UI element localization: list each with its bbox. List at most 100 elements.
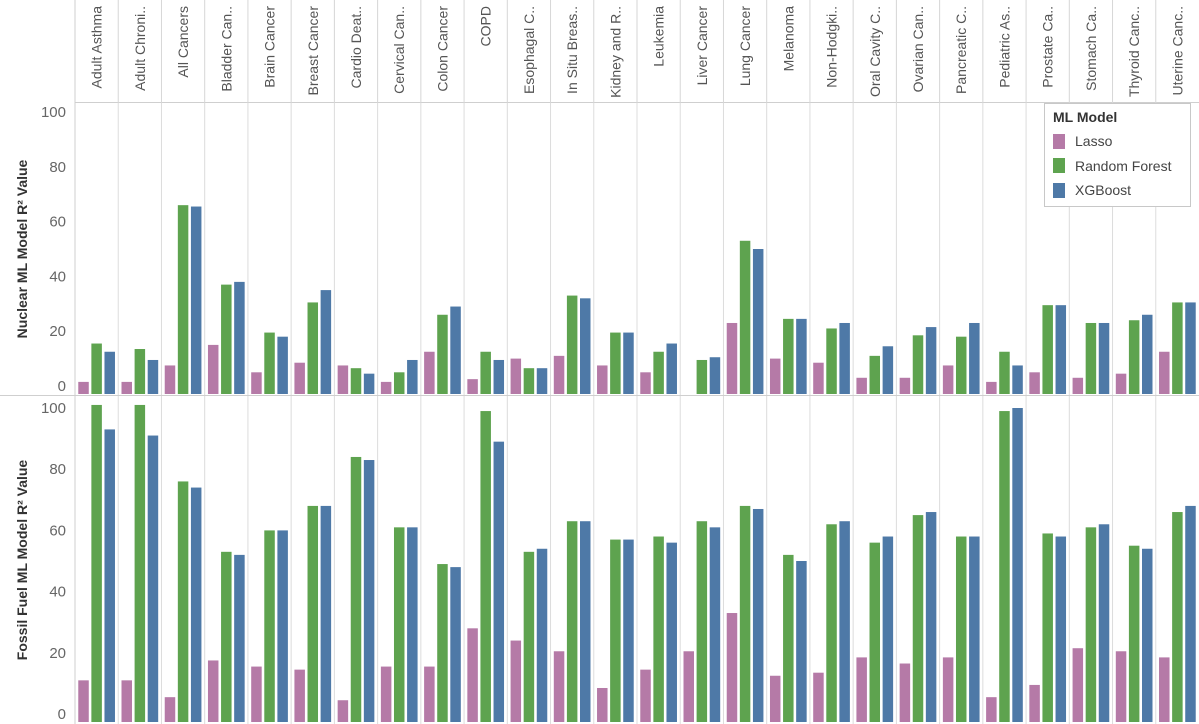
bar-random-forest-cardio-deat[interactable] (350, 456, 362, 722)
bar-random-forest-adult-chroni[interactable] (134, 404, 146, 722)
legend-item-xgboost[interactable]: XGBoost (1053, 178, 1190, 203)
bar-random-forest-pancreatic-c[interactable] (955, 336, 967, 394)
bar-xgboost-kidney-and-r[interactable] (623, 539, 634, 722)
bar-random-forest-pediatric-as[interactable] (999, 351, 1010, 394)
bar-lasso-bladder-can[interactable] (207, 344, 219, 394)
bar-random-forest-in-situ-breas[interactable] (566, 521, 578, 722)
bar-xgboost-kidney-and-r[interactable] (623, 332, 634, 394)
bar-xgboost-liver-cancer[interactable] (709, 357, 721, 394)
bar-xgboost-brain-cancer[interactable] (277, 530, 288, 722)
bar-lasso-brain-cancer[interactable] (251, 666, 262, 722)
bar-random-forest-thyroid-canc[interactable] (1128, 545, 1140, 722)
bar-random-forest-pediatric-as[interactable] (999, 411, 1010, 722)
bar-random-forest-adult-asthma[interactable] (91, 404, 102, 722)
bar-lasso-thyroid-canc[interactable] (1115, 373, 1127, 394)
bar-xgboost-stomach-ca[interactable] (1098, 524, 1110, 722)
bar-xgboost-bladder-can[interactable] (234, 554, 245, 722)
bar-random-forest-bladder-can[interactable] (221, 284, 232, 394)
legend-item-lasso[interactable]: Lasso (1053, 129, 1190, 154)
bar-random-forest-prostate-ca[interactable] (1042, 305, 1053, 394)
bar-random-forest-non-hodgki[interactable] (826, 328, 837, 394)
bar-random-forest-thyroid-canc[interactable] (1128, 320, 1140, 394)
bar-random-forest-cervical-can[interactable] (393, 527, 405, 722)
bar-random-forest-liver-cancer[interactable] (696, 359, 708, 394)
bar-lasso-uterine-canc[interactable] (1159, 351, 1170, 394)
legend-item-random-forest[interactable]: Random Forest (1053, 154, 1190, 179)
bar-random-forest-oral-cavity-c[interactable] (869, 542, 881, 722)
bar-random-forest-lung-cancer[interactable] (739, 505, 751, 722)
bar-xgboost-uterine-canc[interactable] (1185, 302, 1196, 394)
bar-xgboost-adult-asthma[interactable] (104, 351, 115, 394)
bar-xgboost-breast-cancer[interactable] (320, 505, 332, 722)
bar-lasso-in-situ-breas[interactable] (553, 355, 565, 394)
bar-random-forest-pancreatic-c[interactable] (955, 536, 967, 722)
bar-lasso-copd[interactable] (467, 379, 478, 394)
bar-lasso-breast-cancer[interactable] (294, 362, 305, 394)
bar-xgboost-esophagal-c[interactable] (536, 548, 548, 722)
bar-lasso-leukemia[interactable] (640, 669, 651, 722)
bar-lasso-prostate-ca[interactable] (1029, 684, 1040, 722)
bar-lasso-copd[interactable] (467, 628, 478, 722)
bar-lasso-thyroid-canc[interactable] (1115, 651, 1127, 722)
bar-xgboost-in-situ-breas[interactable] (580, 521, 591, 722)
bar-xgboost-cervical-can[interactable] (407, 359, 418, 394)
bar-xgboost-copd[interactable] (493, 441, 505, 722)
bar-xgboost-all-cancers[interactable] (190, 206, 202, 394)
bar-xgboost-pancreatic-c[interactable] (969, 322, 980, 394)
bar-xgboost-bladder-can[interactable] (234, 281, 245, 394)
bar-random-forest-leukemia[interactable] (653, 536, 664, 722)
bar-xgboost-pancreatic-c[interactable] (969, 536, 980, 722)
bar-xgboost-melanoma[interactable] (796, 318, 807, 394)
bar-lasso-stomach-ca[interactable] (1072, 377, 1084, 394)
bar-random-forest-melanoma[interactable] (783, 318, 794, 394)
bar-lasso-all-cancers[interactable] (164, 697, 176, 722)
bar-lasso-stomach-ca[interactable] (1072, 648, 1084, 722)
bar-random-forest-brain-cancer[interactable] (264, 530, 275, 722)
bar-xgboost-copd[interactable] (493, 359, 505, 394)
bar-xgboost-adult-chroni[interactable] (147, 359, 159, 394)
bar-xgboost-prostate-ca[interactable] (1055, 305, 1067, 394)
bar-lasso-adult-chroni[interactable] (121, 381, 133, 394)
bar-random-forest-in-situ-breas[interactable] (566, 295, 578, 394)
bar-lasso-adult-asthma[interactable] (78, 680, 89, 722)
bar-xgboost-uterine-canc[interactable] (1185, 505, 1196, 722)
bar-xgboost-esophagal-c[interactable] (536, 368, 548, 394)
bar-lasso-liver-cancer[interactable] (683, 651, 695, 722)
bar-xgboost-in-situ-breas[interactable] (580, 298, 591, 394)
bar-random-forest-oral-cavity-c[interactable] (869, 355, 881, 394)
bar-random-forest-breast-cancer[interactable] (307, 302, 319, 394)
bar-lasso-oral-cavity-c[interactable] (856, 377, 867, 394)
bar-xgboost-pediatric-as[interactable] (1012, 408, 1023, 722)
bar-lasso-in-situ-breas[interactable] (553, 651, 565, 722)
bar-lasso-esophagal-c[interactable] (510, 358, 522, 394)
bar-lasso-brain-cancer[interactable] (251, 372, 262, 394)
bar-lasso-oral-cavity-c[interactable] (856, 657, 867, 722)
bar-xgboost-colon-cancer[interactable] (450, 306, 461, 394)
bar-random-forest-kidney-and-r[interactable] (610, 332, 621, 394)
bar-xgboost-lung-cancer[interactable] (752, 508, 764, 722)
bar-lasso-lung-cancer[interactable] (726, 322, 738, 394)
bar-random-forest-copd[interactable] (480, 351, 491, 394)
bar-random-forest-uterine-canc[interactable] (1172, 512, 1183, 722)
bar-random-forest-ovarian-can[interactable] (912, 335, 924, 394)
bar-random-forest-stomach-ca[interactable] (1085, 527, 1097, 722)
bar-random-forest-colon-cancer[interactable] (437, 564, 448, 722)
bar-xgboost-stomach-ca[interactable] (1098, 322, 1110, 394)
bar-random-forest-adult-chroni[interactable] (134, 349, 146, 394)
bar-random-forest-esophagal-c[interactable] (523, 368, 535, 394)
bar-lasso-pancreatic-c[interactable] (942, 657, 954, 722)
bar-lasso-uterine-canc[interactable] (1159, 657, 1170, 722)
bar-random-forest-copd[interactable] (480, 411, 491, 722)
bar-xgboost-leukemia[interactable] (666, 343, 677, 394)
bar-lasso-melanoma[interactable] (769, 675, 781, 722)
bar-xgboost-colon-cancer[interactable] (450, 567, 461, 722)
bar-xgboost-thyroid-canc[interactable] (1142, 548, 1153, 722)
bar-xgboost-oral-cavity-c[interactable] (882, 346, 894, 394)
bar-xgboost-adult-chroni[interactable] (147, 435, 159, 722)
bar-random-forest-all-cancers[interactable] (177, 205, 189, 394)
bar-xgboost-cervical-can[interactable] (407, 527, 418, 722)
bar-random-forest-non-hodgki[interactable] (826, 524, 837, 722)
bar-lasso-non-hodgki[interactable] (813, 362, 824, 394)
bar-xgboost-ovarian-can[interactable] (925, 512, 937, 722)
bar-lasso-cervical-can[interactable] (380, 666, 392, 722)
